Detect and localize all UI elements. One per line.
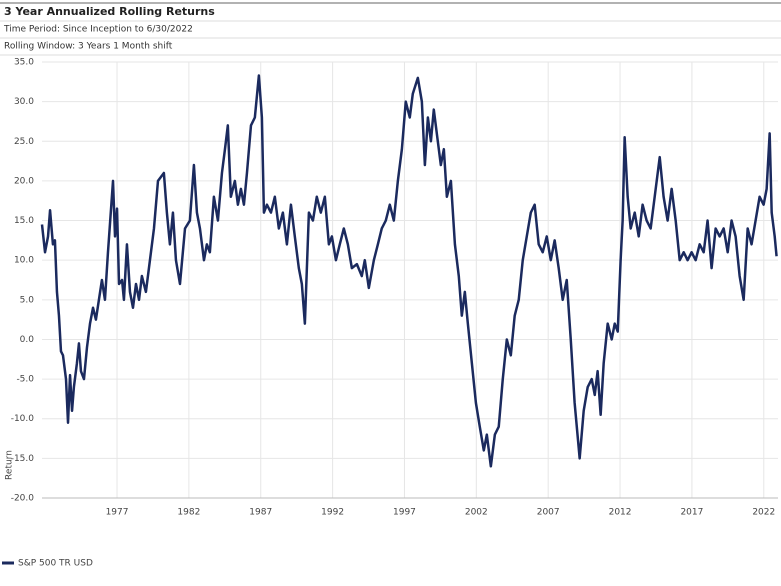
y-axis-label: Return — [5, 450, 15, 480]
y-tick-label: 35.0 — [14, 58, 34, 68]
legend-label: S&P 500 TR USD — [18, 559, 93, 569]
y-tick-label: 5.0 — [20, 295, 35, 305]
x-tick-label: 2012 — [609, 508, 632, 518]
x-tick-label: 2007 — [537, 508, 560, 518]
x-tick-label: 2002 — [465, 508, 488, 518]
x-tick-label: 1997 — [393, 508, 416, 518]
y-tick-label: -10.0 — [11, 414, 35, 424]
x-tick-label: 1987 — [249, 508, 272, 518]
x-tick-label: 1992 — [321, 508, 344, 518]
y-tick-label: 0.0 — [20, 335, 35, 345]
y-tick-label: 20.0 — [14, 176, 34, 186]
y-tick-label: 25.0 — [14, 137, 34, 147]
chart-title: 3 Year Annualized Rolling Returns — [4, 5, 215, 18]
x-tick-label: 2022 — [752, 508, 775, 518]
y-tick-label: -5.0 — [16, 375, 34, 385]
x-tick-label: 1977 — [106, 508, 129, 518]
y-tick-label: -15.0 — [11, 454, 35, 464]
y-tick-label: -20.0 — [11, 494, 35, 504]
subtitle: Time Period: Since Inception to 6/30/202… — [3, 25, 193, 35]
x-tick-label: 2017 — [680, 508, 703, 518]
data-line — [40, 74, 778, 468]
y-tick-label: 10.0 — [14, 256, 34, 266]
x-tick-label: 1982 — [177, 508, 200, 518]
subtitle: Rolling Window: 3 Years 1 Month shift — [4, 42, 173, 52]
y-tick-label: 15.0 — [14, 216, 34, 226]
y-tick-label: 30.0 — [14, 97, 34, 107]
